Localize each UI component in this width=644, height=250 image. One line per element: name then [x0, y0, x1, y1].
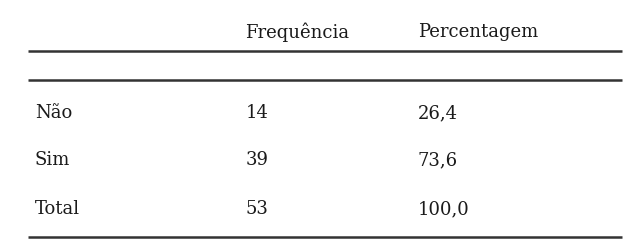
Text: Sim: Sim	[35, 150, 70, 168]
Text: 26,4: 26,4	[418, 104, 458, 122]
Text: Não: Não	[35, 104, 72, 122]
Text: Total: Total	[35, 199, 80, 217]
Text: 73,6: 73,6	[418, 150, 458, 168]
Text: 39: 39	[245, 150, 269, 168]
Text: Frequência: Frequência	[245, 22, 350, 42]
Text: 14: 14	[245, 104, 269, 122]
Text: Percentagem: Percentagem	[418, 23, 538, 41]
Text: 100,0: 100,0	[418, 199, 469, 217]
Text: 53: 53	[245, 199, 269, 217]
